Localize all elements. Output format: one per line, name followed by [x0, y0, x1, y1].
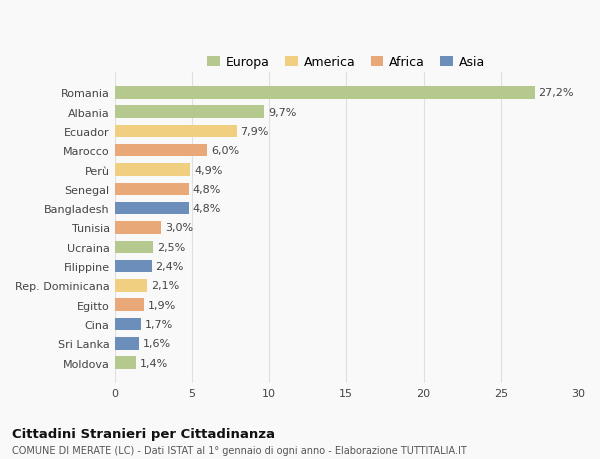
Text: 3,0%: 3,0%	[165, 223, 193, 233]
Bar	[115, 357, 136, 369]
Text: 4,8%: 4,8%	[193, 185, 221, 195]
Text: Cittadini Stranieri per Cittadinanza: Cittadini Stranieri per Cittadinanza	[12, 427, 275, 440]
Text: 1,9%: 1,9%	[148, 300, 176, 310]
Bar	[115, 318, 141, 330]
Text: 1,6%: 1,6%	[143, 339, 172, 349]
Bar	[115, 241, 153, 253]
Bar	[115, 183, 189, 196]
Text: 1,4%: 1,4%	[140, 358, 169, 368]
Bar	[115, 87, 535, 99]
Text: COMUNE DI MERATE (LC) - Dati ISTAT al 1° gennaio di ogni anno - Elaborazione TUT: COMUNE DI MERATE (LC) - Dati ISTAT al 1°…	[12, 445, 467, 455]
Bar	[115, 164, 190, 176]
Text: 6,0%: 6,0%	[211, 146, 239, 156]
Text: 4,8%: 4,8%	[193, 204, 221, 214]
Text: 2,5%: 2,5%	[157, 242, 185, 252]
Bar	[115, 337, 139, 350]
Bar	[115, 202, 189, 215]
Bar	[115, 260, 152, 273]
Text: 1,7%: 1,7%	[145, 319, 173, 330]
Text: 9,7%: 9,7%	[268, 107, 296, 118]
Text: 27,2%: 27,2%	[539, 88, 574, 98]
Bar	[115, 145, 207, 157]
Bar	[115, 125, 236, 138]
Bar	[115, 106, 265, 118]
Text: 2,1%: 2,1%	[151, 281, 179, 291]
Bar	[115, 299, 144, 311]
Text: 2,4%: 2,4%	[155, 262, 184, 272]
Bar	[115, 222, 161, 234]
Text: 4,9%: 4,9%	[194, 165, 223, 175]
Bar	[115, 280, 147, 292]
Text: 7,9%: 7,9%	[241, 127, 269, 137]
Legend: Europa, America, Africa, Asia: Europa, America, Africa, Asia	[202, 51, 490, 74]
